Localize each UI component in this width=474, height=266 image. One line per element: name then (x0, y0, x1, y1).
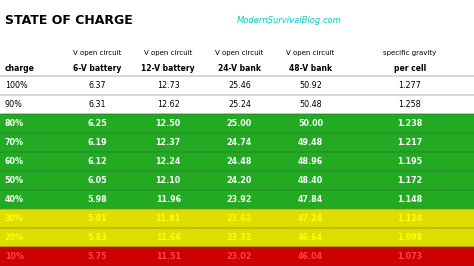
Text: 24-V bank: 24-V bank (218, 64, 261, 73)
Text: 23.02: 23.02 (227, 252, 252, 261)
Text: 10%: 10% (5, 252, 24, 261)
Bar (0, 45, 474, 76)
Text: 47.84: 47.84 (298, 195, 323, 204)
Text: 24.48: 24.48 (227, 157, 252, 166)
Text: 20%: 20% (5, 233, 24, 242)
Text: 5.91: 5.91 (87, 214, 107, 223)
Text: 1.098: 1.098 (397, 233, 423, 242)
Text: 23.32: 23.32 (227, 233, 252, 242)
Text: 30%: 30% (5, 214, 24, 223)
Text: 100%: 100% (5, 81, 27, 90)
Text: 24.20: 24.20 (227, 176, 252, 185)
Text: 6.12: 6.12 (87, 157, 107, 166)
Text: 80%: 80% (5, 119, 24, 128)
Text: 23.92: 23.92 (227, 195, 252, 204)
Text: 6-V battery: 6-V battery (73, 64, 121, 73)
Text: 49.48: 49.48 (298, 138, 323, 147)
Bar (0, 190, 474, 209)
Text: 1.277: 1.277 (399, 81, 421, 90)
Text: 6.31: 6.31 (89, 100, 106, 109)
Bar (0, 228, 474, 247)
Text: per cell: per cell (394, 64, 426, 73)
Text: 11.51: 11.51 (155, 252, 181, 261)
Text: 5.98: 5.98 (87, 195, 107, 204)
Text: 90%: 90% (5, 100, 23, 109)
Text: 12-V battery: 12-V battery (141, 64, 195, 73)
Bar (0, 95, 474, 114)
Text: 12.37: 12.37 (155, 138, 181, 147)
Text: V open circuit: V open circuit (144, 50, 192, 56)
Text: 46.04: 46.04 (298, 252, 323, 261)
Text: 40%: 40% (5, 195, 24, 204)
Text: 11.66: 11.66 (155, 233, 181, 242)
Bar (0, 114, 474, 133)
Text: STATE OF CHARGE: STATE OF CHARGE (5, 14, 133, 27)
Text: 5.83: 5.83 (87, 233, 107, 242)
Text: 48.96: 48.96 (298, 157, 323, 166)
Text: 48.40: 48.40 (298, 176, 323, 185)
Text: 12.62: 12.62 (157, 100, 180, 109)
Text: 6.25: 6.25 (87, 119, 107, 128)
Text: V open circuit: V open circuit (73, 50, 121, 56)
Text: 1.172: 1.172 (397, 176, 423, 185)
Text: 12.24: 12.24 (155, 157, 181, 166)
Bar (0, 76, 474, 95)
Text: 24.74: 24.74 (227, 138, 252, 147)
Bar (0, 152, 474, 171)
Text: 11.96: 11.96 (155, 195, 181, 204)
Text: 1.124: 1.124 (397, 214, 423, 223)
Text: 5.75: 5.75 (87, 252, 107, 261)
Text: 11.81: 11.81 (155, 214, 181, 223)
Text: V open circuit: V open circuit (286, 50, 335, 56)
Bar (0, 247, 474, 266)
Text: 50.48: 50.48 (299, 100, 322, 109)
Bar (0, 209, 474, 228)
Text: 25.00: 25.00 (227, 119, 252, 128)
Text: ModernSurvivalBlog.com: ModernSurvivalBlog.com (237, 16, 342, 25)
Text: 25.46: 25.46 (228, 81, 251, 90)
Text: specific gravity: specific gravity (383, 50, 437, 56)
Text: 48-V bank: 48-V bank (289, 64, 332, 73)
Text: 1.238: 1.238 (397, 119, 423, 128)
Text: 50.00: 50.00 (298, 119, 323, 128)
Text: 12.50: 12.50 (155, 119, 181, 128)
Text: 50.92: 50.92 (299, 81, 322, 90)
Text: 47.24: 47.24 (298, 214, 323, 223)
Text: 70%: 70% (5, 138, 24, 147)
Text: 46.64: 46.64 (298, 233, 323, 242)
Text: 1.148: 1.148 (397, 195, 423, 204)
Text: 12.10: 12.10 (155, 176, 181, 185)
Text: V open circuit: V open circuit (215, 50, 264, 56)
Bar (0, 133, 474, 152)
Text: 25.24: 25.24 (228, 100, 251, 109)
Text: 23.62: 23.62 (227, 214, 252, 223)
Text: 1.217: 1.217 (397, 138, 423, 147)
Text: 1.258: 1.258 (399, 100, 421, 109)
Text: 12.73: 12.73 (157, 81, 180, 90)
Text: charge: charge (5, 64, 35, 73)
Text: 1.073: 1.073 (397, 252, 423, 261)
Bar (0, 0, 474, 45)
Text: 1.195: 1.195 (397, 157, 423, 166)
Bar (0, 171, 474, 190)
Text: 6.37: 6.37 (88, 81, 106, 90)
Text: 6.05: 6.05 (87, 176, 107, 185)
Text: 6.19: 6.19 (87, 138, 107, 147)
Text: 60%: 60% (5, 157, 24, 166)
Text: 50%: 50% (5, 176, 24, 185)
